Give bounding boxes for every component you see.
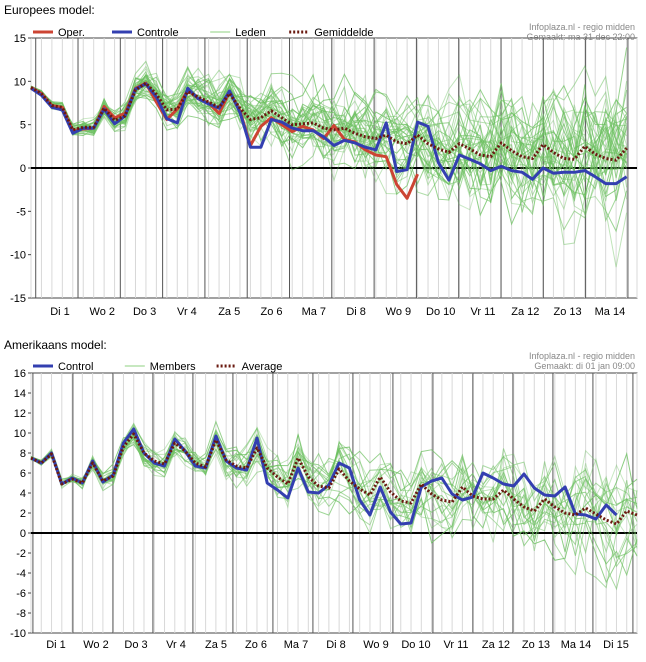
gfs-legend-item: Average — [216, 361, 283, 373]
gfs-y-tick-label: -6 — [16, 588, 26, 600]
ec-legend-label: Controle — [137, 27, 179, 39]
gfs-legend-label: Control — [58, 361, 93, 373]
gfs-day-label: Wo 9 — [363, 639, 388, 651]
gfs-day-label: Di 8 — [326, 639, 346, 651]
gfs-day-label: Za 12 — [482, 639, 510, 651]
ec-legend-item: Leden — [210, 27, 266, 39]
gfs-legend-item: Control — [33, 361, 93, 373]
ec-y-tick-label: -10 — [10, 250, 26, 262]
ec-member-line — [30, 60, 627, 178]
gfs-day-label: Wo 2 — [83, 639, 108, 651]
gfs-member-line — [30, 435, 638, 568]
ec-legend-item: Gemiddelde — [289, 27, 374, 39]
gfs-y-tick-label: 10 — [14, 428, 26, 440]
gfs-member-line — [30, 430, 638, 560]
ec-day-label: Do 3 — [133, 306, 156, 318]
ec-legend-item: Oper. — [33, 27, 85, 39]
gfs-y-tick-label: 12 — [14, 408, 26, 420]
ec-legend-label: Oper. — [58, 27, 85, 39]
gfs-day-label: Zo 6 — [245, 639, 267, 651]
gfs-day-label: Vr 11 — [443, 639, 468, 651]
ec-legend-label: Gemiddelde — [314, 27, 373, 39]
gfs-y-tick-label: 4 — [20, 488, 26, 500]
ec-y-tick-label: 10 — [14, 76, 26, 88]
gfs-day-label: Ma 7 — [284, 639, 308, 651]
gfs-day-label: Di 1 — [46, 639, 66, 651]
gfs-series-control — [30, 427, 618, 526]
gfs-y-tick-label: -4 — [16, 568, 26, 580]
gfs-member-line — [30, 428, 638, 553]
ec-day-label: Do 10 — [426, 306, 455, 318]
gfs-member-line — [30, 431, 638, 591]
gfs-made-text: Gemaakt: di 01 jan 09:00 — [534, 361, 635, 371]
gfs-y-tick-label: -8 — [16, 608, 26, 620]
gfs-y-tick-label: 2 — [20, 508, 26, 520]
ec-panel-title: Europees model: — [4, 3, 95, 17]
gfs-day-label: Do 3 — [124, 639, 147, 651]
gfs-day-label: Di 15 — [603, 639, 629, 651]
ec-day-label: Ma 14 — [595, 306, 626, 318]
ec-y-tick-label: 15 — [14, 33, 26, 45]
ec-y-tick-label: -5 — [16, 206, 26, 218]
ec-member-line — [30, 83, 627, 231]
gfs-y-tick-label: 14 — [14, 388, 26, 400]
gfs-y-tick-label: -10 — [10, 628, 26, 640]
ec-day-label: Vr 4 — [177, 306, 197, 318]
ec-made-text: Gemaakt: ma 31 dec 22:00 — [526, 32, 635, 42]
ec-day-label: Wo 9 — [386, 306, 411, 318]
gfs-day-label: Ma 14 — [561, 639, 592, 651]
ec-legend-item: Controle — [112, 27, 179, 39]
ec-y-tick-label: -15 — [10, 293, 26, 305]
ec-legend-label: Leden — [235, 27, 266, 39]
ec-day-label: Di 1 — [50, 306, 70, 318]
gfs-chart: 16 14 12 10 8 6 4 2 0 -2 -4 -6 -8 -10 Di 1 Wo 2 Do 3 Vr 4… — [10, 351, 638, 651]
ec-member-line — [30, 83, 628, 197]
gfs-day-label: Zo 13 — [522, 639, 550, 651]
gfs-y-tick-label: 16 — [14, 368, 26, 380]
ec-y-tick-label: 5 — [20, 120, 26, 132]
ec-source-text: Infoplaza.nl - regio midden — [529, 22, 635, 32]
gfs-member-line — [30, 426, 638, 576]
gfs-y-tick-label: 8 — [20, 448, 26, 460]
ec-day-label: Vr 11 — [470, 306, 495, 318]
ec-day-label: Wo 2 — [90, 306, 115, 318]
gfs-y-tick-label: 0 — [20, 528, 26, 540]
ec-chart: 15 10 5 0 -5 -10 -15 Di 1 Wo 2 Do 3 Vr 4 Za 5 Zo 6 Ma… — [10, 22, 638, 318]
gfs-day-label: Za 5 — [205, 639, 227, 651]
ec-day-label: Ma 7 — [302, 306, 326, 318]
gfs-source-text: Infoplaza.nl - regio midden — [529, 351, 635, 361]
gfs-y-tick-label: -2 — [16, 548, 26, 560]
gfs-legend-item: Members — [124, 361, 196, 373]
ec-day-label: Za 5 — [218, 306, 240, 318]
gfs-panel-title: Amerikaans model: — [4, 338, 107, 352]
gfs-plot-area — [30, 372, 638, 634]
ec-day-label: Za 12 — [511, 306, 539, 318]
ec-day-label: Zo 13 — [554, 306, 582, 318]
gfs-day-label: Do 10 — [401, 639, 430, 651]
ec-y-tick-label: 0 — [20, 163, 26, 175]
gfs-y-tick-label: 6 — [20, 468, 26, 480]
ec-day-label: Zo 6 — [260, 306, 282, 318]
ec-member-line — [30, 80, 628, 167]
gfs-legend-label: Average — [242, 361, 283, 373]
gfs-day-label: Vr 4 — [166, 639, 186, 651]
ec-day-label: Di 8 — [346, 306, 366, 318]
gfs-legend-label: Members — [150, 361, 196, 373]
